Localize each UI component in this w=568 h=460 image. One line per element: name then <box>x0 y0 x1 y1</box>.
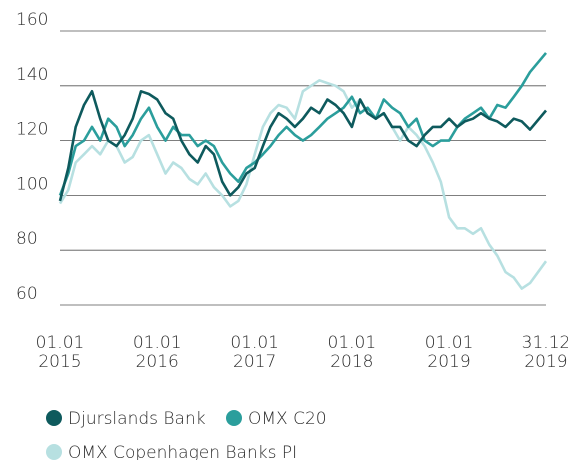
legend-swatch <box>226 410 242 426</box>
line-series <box>58 52 547 196</box>
x-tick-label: 01.01 2016 <box>133 333 182 372</box>
y-tick-label: 60 <box>16 284 38 304</box>
x-tick-label: 01.01 2015 <box>36 333 85 372</box>
x-tick-label: 31.12 2019 <box>522 333 568 372</box>
line-series <box>58 79 548 290</box>
line-series <box>58 90 547 202</box>
legend-label: OMX C20 <box>248 409 327 429</box>
y-tick-label: 120 <box>16 120 48 140</box>
y-tick-label: 140 <box>16 65 48 85</box>
y-tick-label: 80 <box>16 229 38 249</box>
x-tick-label: 01.01 2019 <box>425 333 474 372</box>
x-tick-label: 01.01 2017 <box>230 333 279 372</box>
legend-swatch <box>46 444 62 460</box>
y-tick-label: 160 <box>16 10 48 30</box>
legend-label: OMX Copenhagen Banks PI <box>68 443 297 460</box>
legend-label: Djurslands Bank <box>68 409 206 429</box>
y-tick-label: 100 <box>16 174 48 194</box>
legend-swatch <box>46 410 62 426</box>
x-tick-label: 01.01 2018 <box>328 333 377 372</box>
